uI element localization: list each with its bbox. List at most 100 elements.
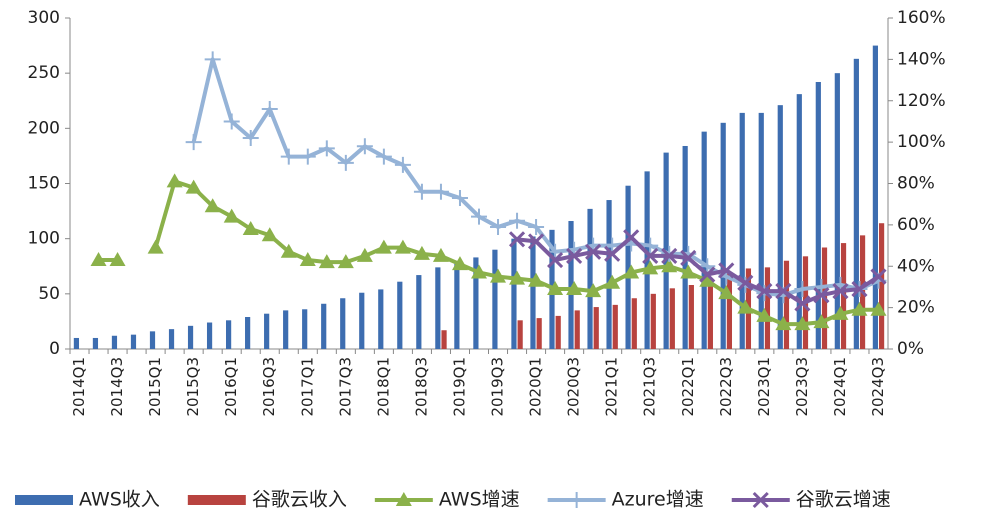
marker — [756, 283, 773, 300]
marker — [90, 252, 107, 267]
y-tick-label: 100 — [28, 229, 60, 249]
bar — [264, 313, 270, 349]
bar — [701, 131, 707, 349]
marker — [661, 247, 678, 264]
bar — [878, 223, 885, 349]
marker — [185, 134, 202, 151]
marker — [623, 229, 640, 246]
bar — [796, 94, 802, 349]
marker — [109, 252, 126, 267]
x-tick-label: 2020Q1 — [527, 357, 545, 417]
x-tick-label: 2016Q3 — [260, 357, 278, 417]
x-tick-label: 2019Q3 — [489, 357, 507, 417]
y-tick-label: 150 — [28, 174, 60, 194]
bar — [536, 318, 542, 349]
marker — [356, 138, 373, 155]
x-tick-label: 2021Q1 — [603, 357, 621, 417]
y2-tick-label: 100% — [897, 132, 946, 152]
marker — [223, 208, 240, 223]
marker — [413, 183, 430, 200]
bar — [454, 264, 460, 349]
marker — [318, 140, 335, 157]
y-tick-label: 200 — [28, 118, 60, 138]
y2-tick-label: 140% — [897, 49, 946, 69]
marker — [851, 280, 868, 298]
y2-tick-label: 40% — [897, 256, 935, 276]
y2-tick-label: 60% — [897, 215, 935, 235]
marker — [528, 218, 545, 235]
marker — [642, 247, 659, 264]
bar — [568, 221, 574, 349]
bar — [872, 45, 878, 349]
bar — [92, 337, 99, 349]
bar — [587, 208, 593, 349]
marker — [870, 301, 887, 316]
marker — [356, 247, 373, 262]
bar — [574, 310, 580, 349]
marker — [528, 233, 545, 250]
x-tick-label: 2022Q3 — [717, 357, 735, 417]
line — [191, 57, 880, 298]
x-tick-label: 2015Q3 — [184, 357, 202, 417]
bar — [726, 272, 733, 349]
bar — [739, 112, 745, 350]
x-tick-label: 2024Q1 — [831, 357, 849, 417]
marker — [394, 239, 411, 254]
bar — [612, 304, 618, 349]
legend-label: AWS增速 — [439, 489, 520, 511]
marker — [794, 281, 811, 298]
bar — [416, 275, 422, 349]
x-tick-label: 2014Q1 — [70, 357, 88, 417]
marker — [242, 129, 259, 146]
marker — [604, 245, 621, 262]
marker — [699, 258, 716, 275]
bar — [149, 331, 156, 349]
bar — [302, 309, 308, 349]
marker — [794, 316, 811, 331]
legend-item: AWS收入 — [15, 489, 160, 511]
bar — [511, 238, 517, 349]
marker — [185, 179, 202, 194]
legend-label: AWS收入 — [79, 489, 160, 511]
marker — [375, 239, 392, 254]
marker — [166, 173, 183, 188]
marker — [547, 251, 564, 269]
marker — [718, 262, 735, 279]
bar — [631, 298, 637, 349]
marker — [261, 227, 278, 242]
y2-tick-label: 0% — [897, 339, 924, 359]
marker — [223, 113, 240, 130]
marker — [261, 101, 278, 118]
marker — [413, 245, 430, 260]
marker — [147, 239, 164, 254]
x-tick-label: 2017Q1 — [298, 357, 316, 417]
marker — [528, 272, 545, 287]
bar — [834, 73, 840, 350]
x-tick-label: 2019Q1 — [450, 357, 468, 417]
marker — [508, 231, 526, 248]
legend-label: 谷歌云增速 — [796, 489, 891, 511]
marker — [394, 156, 411, 173]
marker — [490, 218, 507, 235]
marker — [568, 492, 585, 508]
y-tick-label: 50 — [38, 284, 60, 304]
marker — [680, 249, 697, 267]
marker — [813, 314, 830, 329]
bar — [340, 298, 346, 349]
bar — [764, 267, 771, 349]
marker — [509, 212, 526, 229]
marker — [471, 264, 487, 279]
bar — [435, 267, 441, 349]
marker — [851, 301, 868, 316]
marker — [337, 254, 354, 269]
bar — [606, 200, 612, 349]
x-tick-label: 2021Q3 — [641, 357, 659, 417]
legend-label: Azure增速 — [612, 489, 704, 511]
bar — [783, 260, 790, 349]
bar — [853, 58, 859, 349]
marker — [752, 491, 769, 509]
marker — [280, 148, 297, 165]
marker — [395, 492, 412, 506]
marker — [623, 264, 640, 279]
bar — [555, 315, 561, 349]
